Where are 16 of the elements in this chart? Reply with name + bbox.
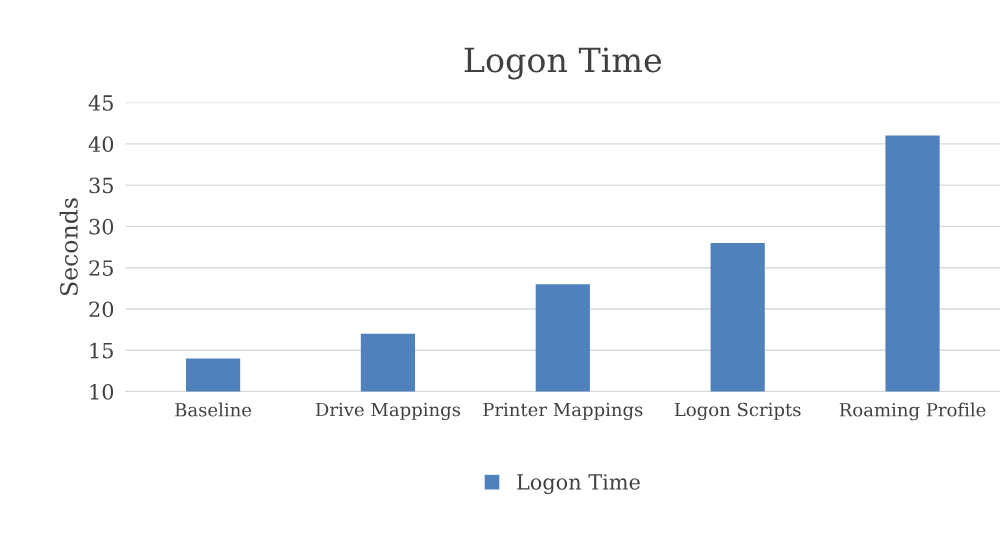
x-tick-label: Printer Mappings xyxy=(483,402,643,421)
x-tick-label: Drive Mappings xyxy=(315,402,461,421)
y-tick-label: 15 xyxy=(90,342,113,359)
y-tick-label: 25 xyxy=(89,260,113,276)
x-tick-label: Baseline xyxy=(175,402,252,417)
chart-title: Logon Time xyxy=(464,47,662,80)
y-tick-label: 45 xyxy=(88,95,113,111)
y-tick-label: 10 xyxy=(90,383,114,400)
x-tick-label: Roaming Profile xyxy=(839,402,986,421)
x-tick-label: Logon Scripts xyxy=(674,402,801,421)
y-tick-label: 20 xyxy=(89,301,114,318)
legend-label: Logon Time xyxy=(517,474,640,495)
y-tick-label: 35 xyxy=(89,177,113,194)
y-tick-label: 30 xyxy=(89,218,114,235)
y-axis-title: Seconds xyxy=(59,198,78,296)
y-tick-label: 40 xyxy=(88,136,114,153)
